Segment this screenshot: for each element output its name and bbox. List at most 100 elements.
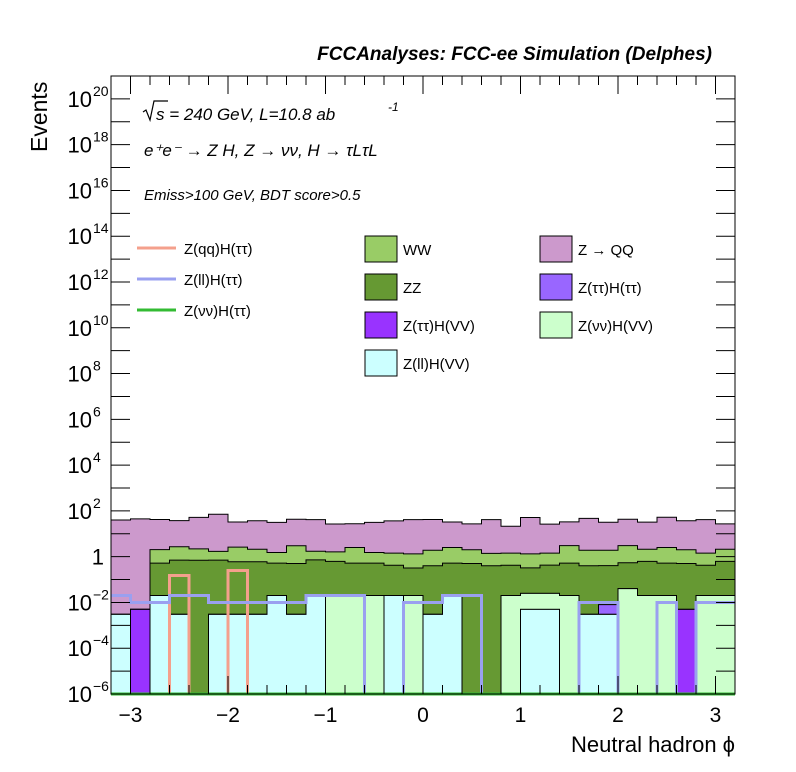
legend-entry-label: Z(ττ)H(ττ) bbox=[578, 280, 642, 297]
histogram-bar bbox=[481, 565, 501, 694]
y-tick-exponent: 2 bbox=[93, 495, 101, 511]
histogram-bar bbox=[111, 614, 131, 694]
histogram-bar bbox=[267, 595, 287, 694]
legend-fill-swatch bbox=[539, 311, 573, 339]
histogram-bar bbox=[520, 609, 540, 694]
y-tick-label: 1 bbox=[92, 545, 104, 570]
histogram-bar bbox=[403, 595, 423, 694]
histogram-bar bbox=[598, 614, 618, 694]
y-tick-label: 10 bbox=[68, 362, 92, 387]
legend-entry-label: Z(ττ)H(VV) bbox=[403, 318, 475, 335]
y-tick-exponent: 14 bbox=[93, 220, 109, 236]
legend-fill-swatch bbox=[364, 273, 398, 301]
histogram-bar bbox=[579, 614, 599, 694]
histogram-outline bbox=[110, 513, 736, 694]
histogram-bar bbox=[637, 595, 657, 694]
x-tick-label: 3 bbox=[710, 704, 722, 727]
y-tick-label: 10 bbox=[68, 133, 92, 158]
y-tick-exponent: 6 bbox=[93, 403, 101, 419]
y-axis-label: Events bbox=[26, 82, 52, 152]
x-tick-label: −1 bbox=[314, 704, 338, 727]
y-tick-label: 10 bbox=[68, 316, 92, 341]
legend-fill-swatch bbox=[364, 235, 398, 263]
histogram-outline bbox=[110, 559, 736, 694]
histogram-bar bbox=[208, 614, 228, 694]
y-tick-exponent: 4 bbox=[93, 449, 101, 465]
sqrt-symbol bbox=[142, 100, 168, 123]
histogram-bar bbox=[501, 595, 521, 694]
histogram-bar bbox=[228, 614, 248, 694]
histogram-outline bbox=[110, 545, 736, 694]
legend-entry-label: Z(νν)H(VV) bbox=[578, 318, 653, 335]
energy-luminosity-text: s = 240 GeV, L=10.8 ab bbox=[156, 105, 335, 124]
histogram-bar bbox=[462, 563, 482, 694]
y-tick-exponent: −2 bbox=[93, 586, 109, 602]
chart-title: FCCAnalyses: FCC-ee Simulation (Delphes) bbox=[317, 44, 712, 65]
x-axis-label: Neutral hadron ϕ bbox=[571, 732, 735, 757]
x-tick-label: −3 bbox=[119, 704, 143, 727]
y-tick-label: 10 bbox=[68, 87, 92, 112]
legend-entry-label: Z(ll)H(ττ) bbox=[184, 272, 243, 289]
histogram-bar bbox=[540, 609, 560, 694]
x-tick-label: −2 bbox=[216, 704, 240, 727]
histogram-bar bbox=[364, 595, 384, 694]
legend-entry-label: Z(qq)H(ττ) bbox=[184, 241, 253, 258]
luminosity-exponent: -1 bbox=[388, 100, 399, 114]
histogram-bar bbox=[715, 595, 735, 694]
y-tick-exponent: 16 bbox=[93, 174, 109, 190]
legend: Z(qq)H(ττ) Z(ll)H(ττ) Z(νν)H(ττ) WW Z → QQ ZZ… bbox=[137, 235, 653, 377]
y-tick-label: 10 bbox=[68, 270, 92, 295]
y-tick-label: 10 bbox=[68, 499, 92, 524]
legend-fill-swatch bbox=[364, 311, 398, 339]
y-tick-label: 10 bbox=[68, 224, 92, 249]
y-tick-exponent: 12 bbox=[93, 266, 109, 282]
y-tick-exponent: −6 bbox=[93, 678, 109, 694]
x-tick-label: 1 bbox=[515, 704, 527, 727]
y-tick-label: 10 bbox=[68, 178, 92, 203]
legend-fill-swatch bbox=[364, 349, 398, 377]
y-tick-label: 10 bbox=[68, 407, 92, 432]
histogram-bar bbox=[286, 614, 306, 694]
stacked-histograms bbox=[110, 513, 736, 695]
histogram-bar bbox=[559, 595, 579, 694]
y-tick-label: 10 bbox=[68, 453, 92, 478]
y-tick-label: 10 bbox=[68, 590, 92, 615]
histogram-bar bbox=[247, 614, 267, 694]
x-tick-label: 2 bbox=[612, 704, 624, 727]
x-tick-label: 0 bbox=[417, 704, 429, 727]
y-tick-exponent: 20 bbox=[93, 83, 109, 99]
y-tick-exponent: −4 bbox=[93, 632, 109, 648]
y-tick-label: 10 bbox=[68, 682, 92, 707]
stack-z-ll-h-vv- bbox=[110, 595, 735, 695]
y-tick-label: 10 bbox=[68, 636, 92, 661]
histogram-bar bbox=[423, 614, 443, 694]
histogram-bar bbox=[657, 595, 677, 694]
legend-entry-label: Z(ll)H(VV) bbox=[403, 356, 470, 373]
legend-fill-swatch bbox=[539, 235, 573, 263]
cuts-annotation: Emiss>100 GeV, BDT score>0.5 bbox=[144, 187, 361, 204]
histogram-bar bbox=[618, 588, 638, 694]
histogram-bar bbox=[150, 595, 170, 694]
y-tick-exponent: 18 bbox=[93, 129, 109, 145]
histogram-bar bbox=[169, 614, 189, 694]
y-tick-exponent: 8 bbox=[93, 358, 101, 374]
histogram-bar bbox=[442, 595, 462, 694]
histogram-bar bbox=[130, 609, 150, 694]
histogram-bar bbox=[384, 595, 404, 694]
legend-entry-label: Z(νν)H(ττ) bbox=[184, 303, 251, 320]
histogram-bar bbox=[696, 595, 716, 694]
histogram-bar bbox=[325, 595, 345, 694]
histogram-bar bbox=[345, 595, 365, 694]
legend-entry-label: Z → QQ bbox=[578, 242, 634, 259]
histogram-bar bbox=[189, 560, 209, 694]
y-tick-exponent: 10 bbox=[93, 312, 109, 328]
histogram-bar bbox=[676, 609, 696, 694]
energy-annotation: s = 240 GeV, L=10.8 ab -1 bbox=[142, 100, 399, 124]
legend-entry-label: WW bbox=[403, 242, 432, 259]
process-annotation: e⁺e⁻ → Z H, Z → νν, H → τLτL bbox=[144, 141, 378, 160]
histogram-bar bbox=[306, 595, 326, 694]
legend-entry-label: ZZ bbox=[403, 280, 421, 297]
